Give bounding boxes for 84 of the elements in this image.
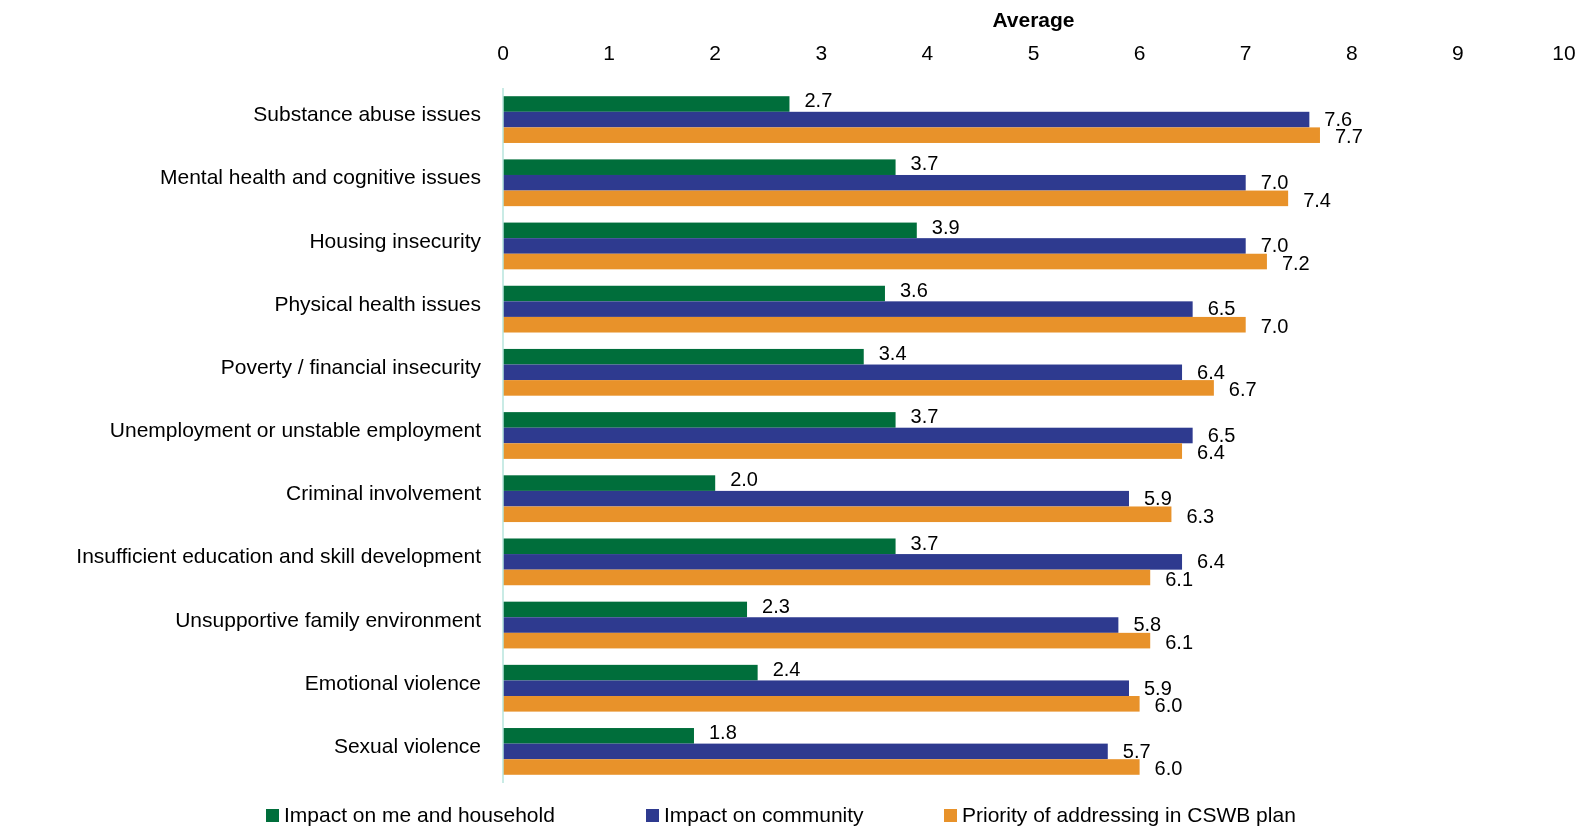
legend-label: Impact on me and household [284, 802, 555, 826]
data-label: 7.0 [1260, 171, 1289, 194]
y-tick-label: Substance abuse issues [253, 102, 481, 126]
x-tick-label: 7 [1239, 41, 1252, 64]
data-label: 3.7 [910, 531, 939, 554]
bar [503, 743, 1108, 760]
x-tick-label: 9 [1452, 41, 1464, 64]
bar [503, 443, 1183, 459]
data-label: 6.4 [1197, 550, 1225, 573]
bar [503, 427, 1193, 444]
bar [503, 664, 758, 681]
bar [503, 759, 1140, 775]
data-label: 2.3 [762, 594, 790, 617]
data-label: 6.0 [1154, 757, 1183, 780]
y-tick-label: Unsupportive family environment [175, 607, 482, 631]
y-tick-label: Poverty / financial insecurity [220, 354, 482, 378]
bar [503, 680, 1129, 697]
data-label: 6.4 [1197, 360, 1225, 383]
bar [503, 301, 1193, 317]
bar [503, 617, 1119, 633]
bar [503, 506, 1172, 523]
data-label: 5.7 [1122, 739, 1151, 762]
y-tick-label: Emotional violence [304, 670, 481, 694]
data-label: 3.6 [899, 278, 928, 301]
legend-label: Impact on community [664, 802, 865, 826]
x-tick-label: 5 [1027, 41, 1040, 64]
y-tick-label: Physical health issues [274, 291, 481, 315]
y-tick-label: Sexual violence [333, 733, 481, 757]
x-tick-label: 2 [709, 41, 722, 64]
bar [503, 380, 1214, 396]
bar [503, 96, 790, 112]
bar [503, 490, 1129, 507]
bar [503, 364, 1183, 381]
bar [503, 127, 1320, 143]
bar [503, 632, 1151, 649]
bar [503, 601, 748, 618]
bar [503, 475, 716, 491]
bar [503, 728, 694, 744]
data-label: 2.0 [730, 468, 759, 491]
bar [503, 538, 896, 555]
bar [503, 348, 864, 365]
bar [503, 569, 1151, 586]
bar [503, 253, 1267, 270]
data-label: 5.8 [1133, 613, 1162, 636]
bar [503, 696, 1140, 712]
y-tick-label: Housing insecurity [309, 228, 482, 252]
y-tick-label: Insufficient education and skill development [76, 544, 482, 568]
bar [503, 412, 896, 428]
data-label: 6.5 [1207, 297, 1236, 320]
x-tick-label: 3 [815, 41, 828, 64]
bar [503, 238, 1246, 254]
data-label: 6.1 [1165, 630, 1194, 653]
y-tick-label: Mental health and cognitive issues [159, 165, 481, 189]
data-label: 3.7 [910, 152, 939, 175]
bar [503, 554, 1183, 570]
data-label: 6.3 [1186, 504, 1215, 527]
bar [503, 159, 896, 175]
data-label: 2.4 [772, 657, 801, 680]
x-tick-label: 6 [1133, 41, 1146, 64]
bar [503, 111, 1310, 128]
data-label: 3.7 [910, 405, 939, 428]
data-label: 3.9 [931, 215, 960, 238]
data-label: 7.4 [1303, 188, 1331, 211]
data-label: 6.1 [1165, 567, 1194, 590]
bar [503, 174, 1246, 191]
data-label: 3.4 [878, 342, 907, 365]
data-label: 2.7 [804, 89, 833, 112]
y-tick-label: Unemployment or unstable employment [109, 418, 482, 442]
data-label: 6.7 [1228, 378, 1257, 401]
bar [503, 222, 917, 239]
bar [503, 190, 1289, 207]
data-label: 7.0 [1260, 315, 1289, 337]
x-tick-label: 1 [603, 41, 615, 64]
legend-label: Priority of addressing in CSWB plan [962, 802, 1296, 826]
bar [503, 316, 1246, 333]
x-tick-label: 8 [1345, 41, 1358, 64]
bar [503, 285, 885, 302]
data-label: 1.8 [708, 721, 737, 744]
x-axis-title: Average [992, 8, 1075, 31]
x-tick-label: 4 [921, 41, 934, 64]
x-tick-label: 0 [497, 41, 509, 64]
y-tick-label: Criminal involvement [286, 481, 482, 505]
data-label: 5.9 [1143, 486, 1172, 509]
x-tick-label: 10 [1552, 41, 1576, 64]
